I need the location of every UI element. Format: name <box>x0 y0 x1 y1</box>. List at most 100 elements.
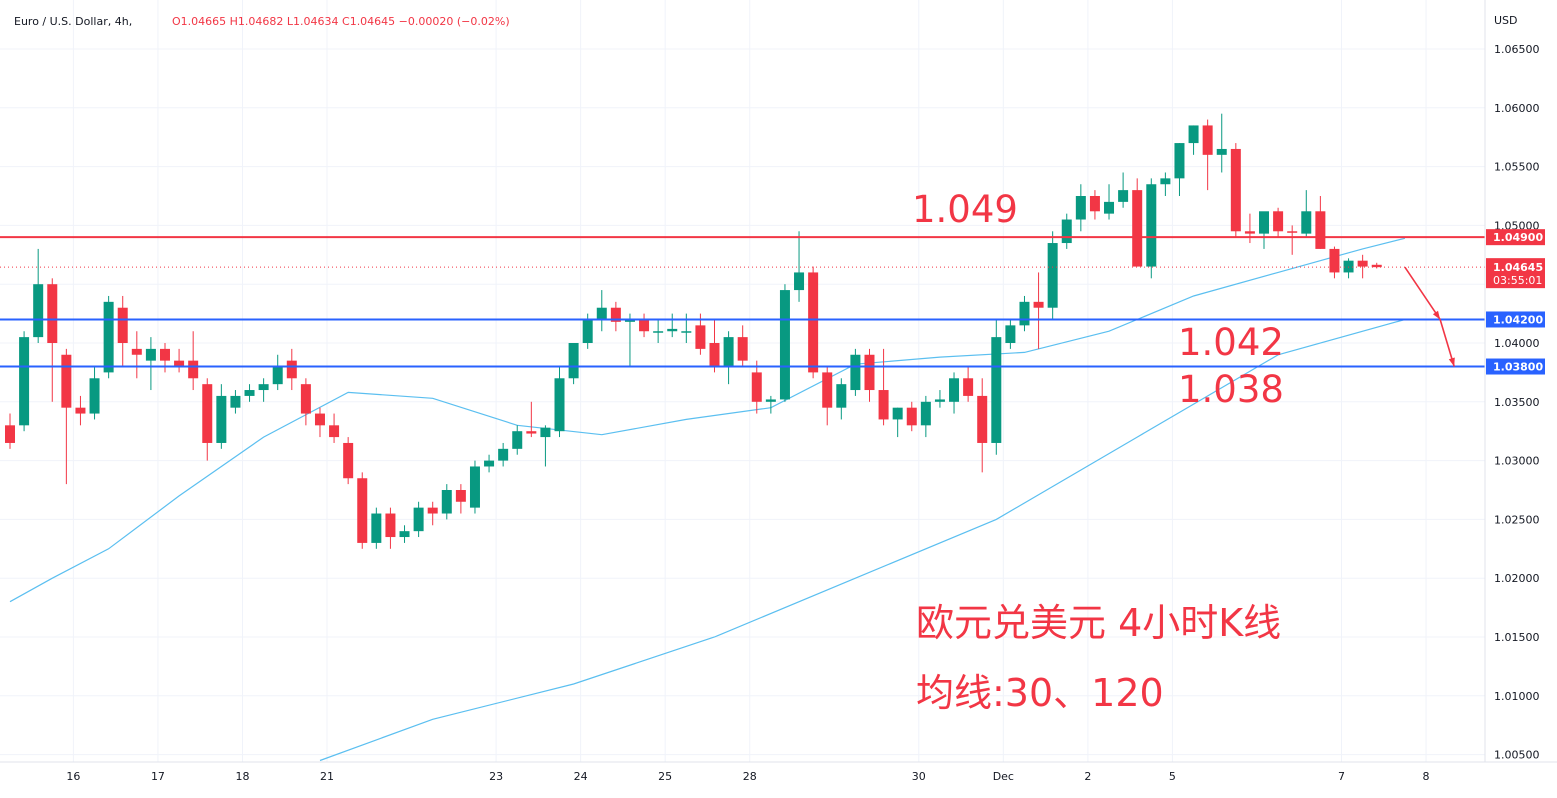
candle-up <box>216 384 227 449</box>
candle-up <box>1075 184 1086 232</box>
candle-up <box>484 454 495 473</box>
candle-body <box>653 331 664 333</box>
level-tag-label: 1.04200 <box>1493 313 1543 326</box>
candle-down <box>526 401 537 438</box>
candle-body <box>103 301 114 373</box>
candle-up <box>413 501 424 538</box>
candle-body <box>1005 325 1016 343</box>
candle-up <box>667 313 678 338</box>
candle-body <box>554 378 565 432</box>
time-tick-label: 8 <box>1423 770 1430 783</box>
candle-body <box>33 284 44 338</box>
time-tick-label: 24 <box>574 770 588 783</box>
candle-down <box>1273 207 1284 238</box>
candle-up <box>1104 184 1115 220</box>
candle-down <box>329 413 340 443</box>
candle-body <box>582 319 593 343</box>
candle-up <box>258 378 269 402</box>
level-tag-label: 1.04900 <box>1493 231 1543 244</box>
time-axis[interactable]: 16 17 18 21 23 24 25 28 30 Dec 2 5 7 8 <box>66 770 1429 783</box>
price-axis[interactable]: USD 1.065001.060001.055001.050001.045001… <box>1494 14 1540 762</box>
candle-body <box>1174 143 1185 179</box>
candle-body <box>159 348 170 361</box>
candle-body <box>1371 264 1382 268</box>
candle-body <box>216 395 227 443</box>
candle-body <box>540 427 551 438</box>
symbol-header[interactable]: Euro / U.S. Dollar, 4h, O1.04665 H1.0468… <box>14 15 510 28</box>
candle-up <box>230 390 241 414</box>
candle-down <box>808 266 819 379</box>
candle-body <box>5 425 15 443</box>
ma-line-ma120 <box>319 318 1406 762</box>
candle-up <box>498 442 509 467</box>
countdown-label: 03:55:01 <box>1493 274 1542 287</box>
candle-body <box>1230 148 1241 232</box>
candle-body <box>963 378 974 396</box>
annotation-resistance: 1.049 <box>912 188 1018 231</box>
candle-up <box>1216 113 1227 173</box>
time-tick-label: 2 <box>1084 770 1091 783</box>
candle-up <box>1061 213 1072 249</box>
candle-body <box>371 513 382 543</box>
candle-body <box>977 395 988 443</box>
candle-down <box>1202 119 1213 191</box>
candle-up <box>1146 178 1157 279</box>
candle-body <box>117 307 128 343</box>
candle-body <box>1019 301 1030 326</box>
candle-up <box>1188 125 1199 155</box>
candle-down <box>963 366 974 402</box>
candle-body <box>1047 243 1058 308</box>
candle-up <box>568 343 579 385</box>
moving-averages <box>9 237 1406 762</box>
candle-up <box>624 313 635 367</box>
price-tick-label: 1.02000 <box>1494 572 1540 585</box>
candle-body <box>314 413 325 426</box>
time-tick-label: 21 <box>320 770 334 783</box>
candle-up <box>540 425 551 467</box>
last-price-label: 1.04645 <box>1493 261 1543 274</box>
candle-up <box>836 378 847 420</box>
candle-down <box>75 395 86 426</box>
candle-up <box>1118 172 1129 208</box>
candle-down <box>878 348 889 426</box>
candle-up <box>19 331 30 432</box>
candle-body <box>61 354 72 408</box>
candle-down <box>751 360 762 414</box>
candle-down <box>427 501 438 526</box>
candle-down <box>864 348 875 402</box>
candle-body <box>1287 231 1298 233</box>
candle-body <box>949 378 960 402</box>
candle-up <box>469 460 480 514</box>
candle-up <box>103 295 114 379</box>
projection-arrowhead <box>1448 357 1455 367</box>
time-tick-label: 23 <box>489 770 503 783</box>
candle-up <box>1047 231 1058 320</box>
time-tick-label: 17 <box>151 770 165 783</box>
candle-body <box>779 290 790 400</box>
candle-body <box>610 307 621 322</box>
candle-up <box>920 395 931 438</box>
candle-up <box>653 319 664 343</box>
symbol-name[interactable]: Euro / U.S. Dollar, 4h, <box>14 15 132 28</box>
candle-up <box>1019 295 1030 332</box>
candle-body <box>202 384 213 443</box>
candle-up <box>371 507 382 549</box>
candle-up <box>441 484 452 520</box>
candle-down <box>1287 225 1298 255</box>
candle-down <box>385 507 396 549</box>
candle-up <box>244 384 255 402</box>
price-tick-label: 1.05000 <box>1494 219 1540 232</box>
candle-up <box>850 348 861 396</box>
candle-body <box>624 319 635 322</box>
candle-up <box>892 407 903 438</box>
candle-up <box>934 390 945 408</box>
candle-body <box>1202 125 1213 155</box>
candle-body <box>498 448 509 461</box>
time-tick-label: 25 <box>658 770 672 783</box>
candle-up <box>1259 211 1270 249</box>
candle-up <box>949 372 960 414</box>
price-tick-label: 1.01000 <box>1494 690 1540 703</box>
candle-body <box>1188 125 1199 144</box>
